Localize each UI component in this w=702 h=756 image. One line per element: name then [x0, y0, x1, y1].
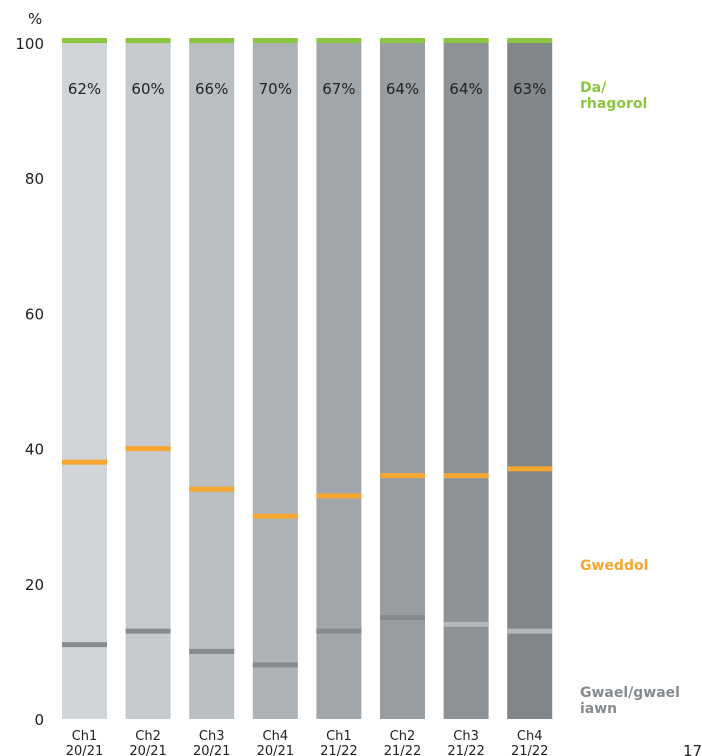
legend-item: Gwael/gwael iawn [580, 685, 680, 717]
bar [380, 43, 425, 719]
x-tick-label: Ch4 21/22 [511, 729, 548, 756]
data-label: 70% [259, 80, 292, 98]
data-labels: 62% 60% 66% 70% 67% 64% 64% 63% [68, 80, 547, 98]
x-tick-label: Ch1 20/21 [66, 729, 103, 756]
y-tick-label: 40 [25, 441, 44, 459]
x-tick-label: Ch2 20/21 [129, 729, 166, 756]
da-rhagorol-marker [380, 38, 425, 43]
data-label: 62% [68, 80, 101, 98]
y-tick-label: 80 [25, 170, 44, 188]
da-rhagorol-marker [189, 38, 235, 43]
x-tick-label: Ch4 20/21 [257, 729, 294, 756]
gweddol-marker [443, 473, 489, 479]
gwael-marker [252, 662, 298, 668]
legend-item: Gweddol [580, 558, 648, 574]
y-tick-label: 0 [34, 711, 44, 729]
bar [443, 43, 489, 719]
bar [507, 43, 553, 719]
y-tick-label: 100 [15, 35, 44, 53]
data-label: 67% [322, 80, 355, 98]
x-tick-label: Ch3 20/21 [193, 729, 230, 756]
gwael-marker [380, 615, 425, 621]
legend: Da/rhagorol Gweddol Gwael/gwael iawn [580, 80, 680, 717]
bar [62, 43, 107, 719]
x-axis-ticks: Ch1 20/21 Ch2 20/21 Ch3 20/21 Ch4 20/21 Ch1 21/22… [66, 729, 549, 756]
data-label: 66% [195, 80, 228, 98]
data-label: 64% [386, 80, 419, 98]
da-rhagorol-marker [252, 38, 298, 43]
gweddol-marker [62, 459, 107, 465]
x-tick-label: Ch3 21/22 [447, 729, 484, 756]
da-rhagorol-marker [125, 38, 171, 43]
data-label: 60% [131, 80, 164, 98]
da-rhagorol-marker [443, 38, 489, 43]
gweddol-marker [380, 473, 425, 479]
gwael-marker [507, 628, 553, 634]
gwael-marker [316, 628, 362, 634]
gwael-marker [189, 648, 235, 654]
gweddol-marker [507, 466, 553, 472]
bar [252, 43, 298, 719]
y-axis-unit-label: % [28, 10, 42, 28]
gwael-marker [443, 621, 489, 627]
da-rhagorol-marker [316, 38, 362, 43]
y-tick-label: 60 [25, 305, 44, 323]
y-axis-ticks: 0 20 40 60 80 100 [15, 35, 44, 729]
y-tick-label: 20 [25, 576, 44, 594]
da-rhagorol-marker [507, 38, 553, 43]
x-tick-label: Ch1 21/22 [320, 729, 357, 756]
gwael-marker [62, 642, 107, 648]
gweddol-marker [125, 446, 171, 452]
bars [62, 38, 553, 719]
x-tick-label: Ch2 21/22 [384, 729, 421, 756]
page-number: 17 [683, 742, 702, 756]
da-rhagorol-marker [62, 38, 107, 43]
gweddol-marker [189, 486, 235, 492]
bar [189, 43, 235, 719]
gwael-marker [125, 628, 171, 634]
legend-item: Da/rhagorol [580, 80, 647, 112]
data-label: 64% [449, 80, 482, 98]
gweddol-marker [316, 493, 362, 499]
gweddol-marker [252, 513, 298, 519]
data-label: 63% [513, 80, 546, 98]
bar [125, 43, 171, 719]
bar [316, 43, 362, 719]
